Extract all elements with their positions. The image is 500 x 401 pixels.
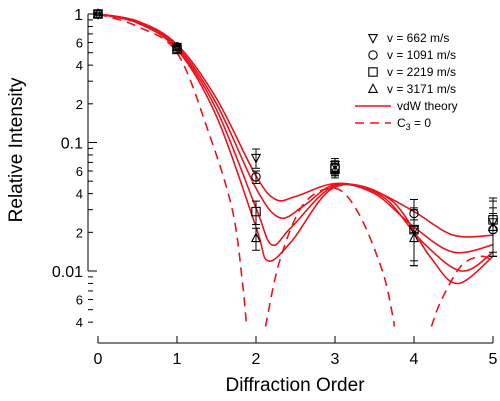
y-minor-tick-label: 4 [76,58,83,73]
marker-circle [251,172,261,182]
x-tick-label: 1 [173,351,182,368]
legend-label: v = 1091 m/s [387,48,456,62]
y-minor-tick-label: 2 [76,97,83,112]
marker-triangle-up [171,41,183,52]
marker-triangle-down [250,153,262,164]
y-minor-tick-label: 2 [76,225,83,240]
marker-triangle-up [487,221,499,231]
y-ticks: 1 0.1 0.01 6 4 2 6 4 2 6 4 [52,7,97,330]
x-axis-title: Diffraction Order [225,375,365,396]
legend-label: vdW theory [397,99,458,113]
legend-label: C3 = 0 [397,116,431,132]
legend-label-rest: = 0 [411,116,432,130]
marker-triangle-up [408,232,420,243]
marker-triangle-up [250,232,262,243]
axes [87,14,493,344]
x-tick-label: 0 [94,351,103,368]
theory-curve-c3-zero [264,187,396,327]
x-tick-label: 2 [252,351,261,368]
legend: v = 662 m/s v = 1091 m/s v = 2219 m/s v = 3… [355,31,458,132]
y-minor-tick-label: 6 [76,293,83,308]
y-axis-title: Relative Intensity [6,77,27,222]
marker-square [368,67,378,77]
y-minor-tick-label: 4 [76,315,83,330]
theory-curve-c3-zero [430,255,494,327]
plot-area [92,8,499,327]
y-minor-tick-label: 6 [76,36,83,51]
y-minor-tick-label: 6 [76,164,83,179]
marker-circle [368,50,378,60]
legend-label-main: C [397,116,406,130]
marker-triangle-up [92,8,104,18]
theory-curve-c3-zero [97,13,248,327]
legend-label: v = 662 m/s [387,31,449,45]
x-tick-label: 3 [331,351,340,368]
y-tick-label: 0.1 [61,136,83,153]
x-ticks: 0 1 2 3 4 5 [94,336,498,368]
marker-triangle-up [329,164,341,175]
marker-triangle-down [367,34,379,44]
marker-triangle-up [367,83,379,93]
x-tick-label: 4 [410,351,419,368]
marker-square [251,206,261,217]
legend-label-sub: 3 [406,122,411,132]
x-tick-label: 5 [489,351,498,368]
legend-label: v = 3171 m/s [387,82,456,96]
y-tick-label: 1 [74,7,83,24]
y-minor-tick-label: 4 [76,187,83,202]
legend-label: v = 2219 m/s [387,65,456,79]
y-tick-label: 0.01 [52,264,83,281]
